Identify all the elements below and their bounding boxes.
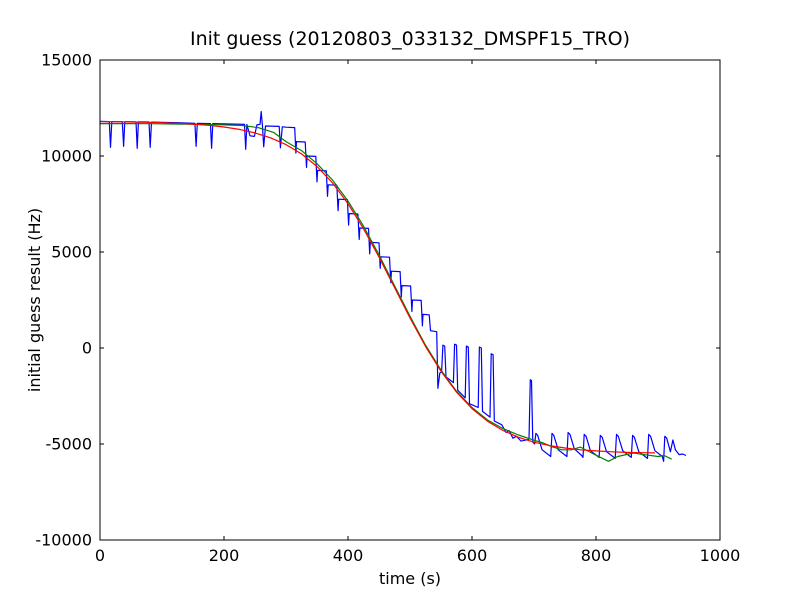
chart-title: Init guess (20120803_033132_DMSPF15_TRO)	[190, 28, 630, 50]
x-tick-label: 600	[457, 546, 488, 565]
x-tick-label: 800	[581, 546, 612, 565]
y-axis-label: initial guess result (Hz)	[25, 208, 44, 392]
series-red-model-fit	[99, 121, 655, 454]
y-tick-label: -5000	[46, 435, 93, 454]
y-tick-label: 5000	[51, 243, 92, 262]
y-tick-label: 0	[82, 339, 92, 358]
series-blue-raw-signal	[99, 110, 687, 462]
x-axis-label: time (s)	[379, 569, 441, 588]
series-green-smoothed	[100, 122, 672, 462]
y-tick-label: -10000	[35, 531, 92, 550]
tick-layer: 0 200 400 600 800 1000 -10000 -5000 0 5000 10000 15…	[35, 51, 740, 566]
x-tick-label: 0	[95, 546, 105, 565]
series-layer	[99, 110, 687, 462]
y-tick-label: 10000	[41, 147, 92, 166]
y-tick-label: 15000	[41, 51, 92, 70]
x-tick-label: 200	[209, 546, 240, 565]
x-tick-label: 400	[333, 546, 364, 565]
x-tick-label: 1000	[700, 546, 741, 565]
axes-spines	[99, 59, 721, 541]
